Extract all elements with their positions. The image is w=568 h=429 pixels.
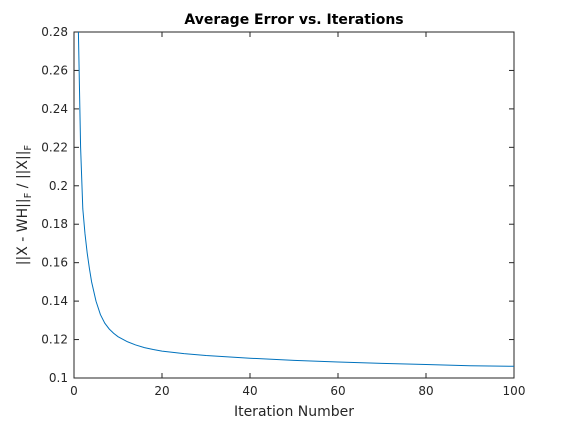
x-tick-label: 0 (70, 384, 78, 398)
y-tick-label: 0.18 (41, 217, 68, 231)
chart-title: Average Error vs. Iterations (184, 12, 403, 28)
x-axis-ticks: 0 20 40 60 80 100 (70, 32, 525, 398)
y-axis-label-subscript-2: F (23, 145, 34, 151)
y-axis-label-part-2: / ||X|| (15, 151, 31, 193)
y-tick-label: 0.24 (41, 102, 68, 116)
y-tick-label: 0.1 (49, 371, 68, 385)
x-tick-label: 100 (503, 384, 526, 398)
y-tick-label: 0.14 (41, 294, 68, 308)
y-axis-label: ||X - WH||F / ||X||F (15, 145, 34, 266)
y-axis-label-subscript-1: F (23, 192, 34, 198)
x-axis-label: Iteration Number (234, 404, 354, 420)
x-tick-label: 60 (330, 384, 345, 398)
y-tick-label: 0.22 (41, 140, 68, 154)
error-curve-line (77, 31, 515, 367)
y-tick-label: 0.28 (41, 25, 68, 39)
y-tick-label: 0.16 (41, 256, 68, 270)
x-tick-label: 40 (242, 384, 257, 398)
y-axis-ticks: 0.1 0.12 0.14 0.16 0.18 0.2 0.22 0.24 0.26 0.28 (41, 25, 514, 385)
plot-area-box (73, 31, 515, 379)
y-tick-label: 0.2 (49, 179, 68, 193)
x-tick-label: 20 (154, 384, 169, 398)
y-axis-label-part-1: ||X - WH|| (15, 198, 31, 265)
y-tick-label: 0.12 (41, 333, 68, 347)
y-tick-label: 0.26 (41, 63, 68, 77)
x-tick-label: 80 (418, 384, 433, 398)
